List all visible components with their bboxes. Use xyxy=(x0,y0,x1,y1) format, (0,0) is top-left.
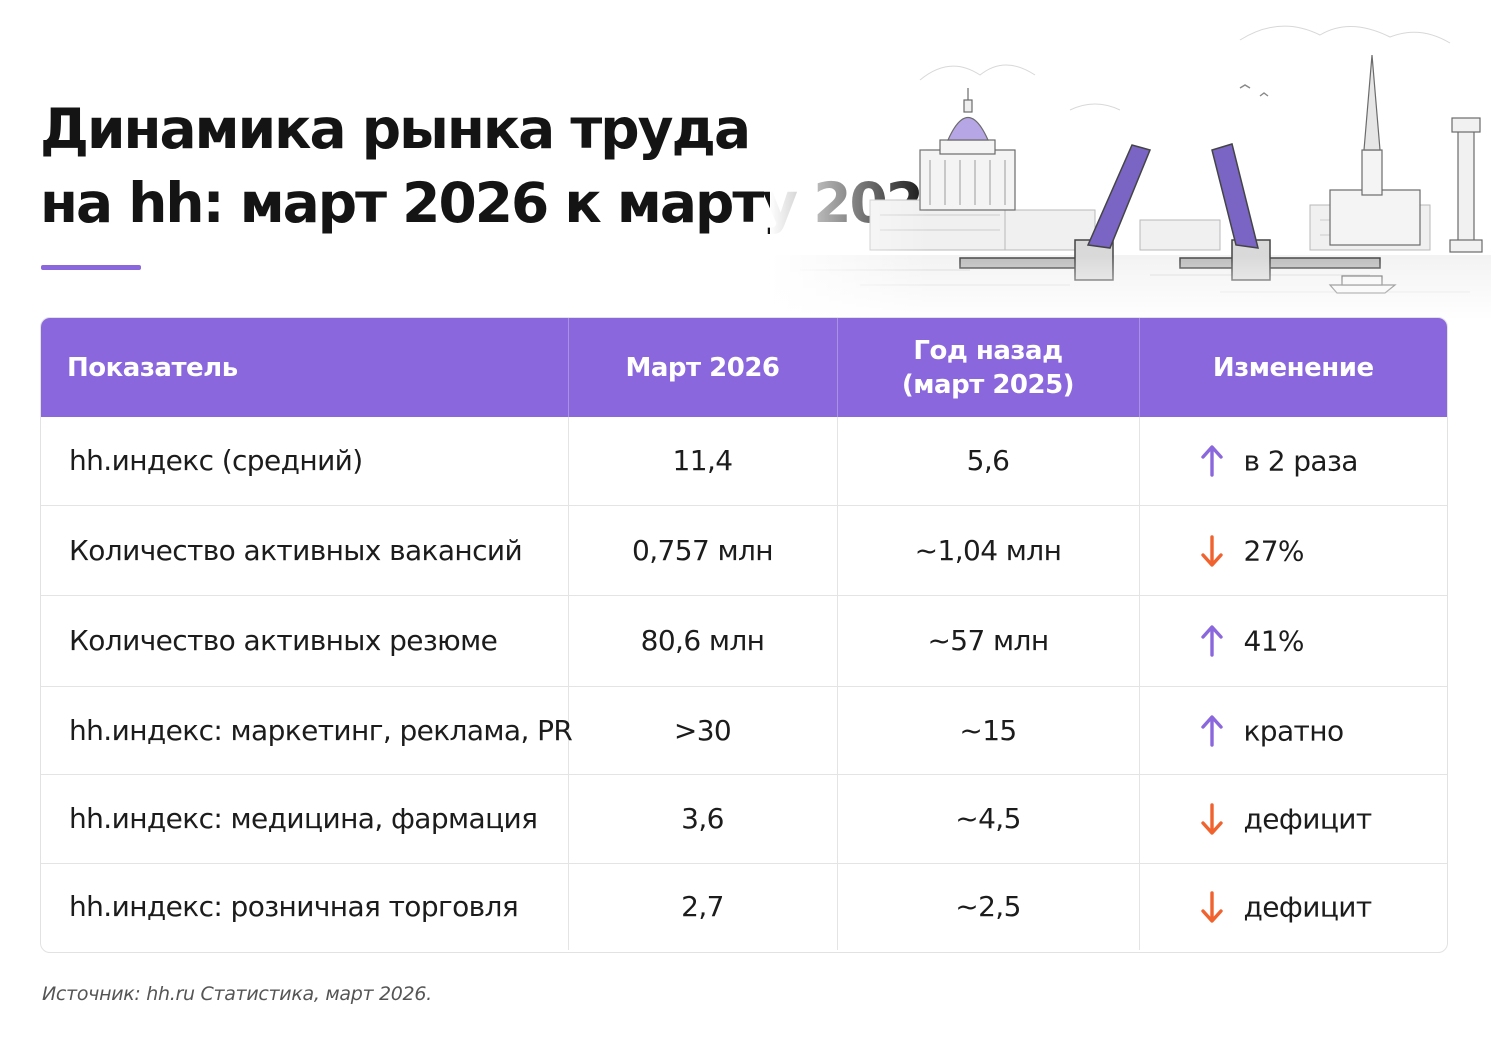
cell-change: дефицит xyxy=(1138,862,1447,950)
cell-indicator: hh.индекс: медицина, фармация xyxy=(41,773,568,863)
cell-current: >30 xyxy=(567,685,837,774)
change-label: кратно xyxy=(1243,714,1345,747)
cell-change: дефицит xyxy=(1138,773,1447,863)
arrow-down-icon xyxy=(1200,803,1223,835)
cell-previous: ~57 млн xyxy=(836,594,1139,686)
cell-previous: 5,6 xyxy=(836,417,1139,505)
change-label: дефицит xyxy=(1243,890,1373,924)
table-header: Показатель Март 2026 Год назад (март 202… xyxy=(41,318,1447,417)
cell-indicator: hh.индекс: маркетинг, реклама, PR xyxy=(41,685,573,774)
change-label: дефицит xyxy=(1243,802,1373,836)
cell-change: в 2 раза xyxy=(1138,417,1447,505)
cell-change: 41% xyxy=(1138,594,1447,686)
cell-indicator: hh.индекс (средний) xyxy=(69,444,363,478)
title-accent-bar xyxy=(41,265,141,270)
header-previous-year: Год назад (март 2025) xyxy=(836,318,1139,417)
arrow-up-icon xyxy=(1200,445,1223,477)
arrow-down-icon xyxy=(1200,534,1223,567)
labor-market-table: Показатель Март 2026 Год назад (март 202… xyxy=(40,317,1448,953)
cell-previous: ~2,5 xyxy=(836,862,1139,950)
header-previous-line-2: (март 2025) xyxy=(901,369,1075,400)
cell-indicator: Количество активных резюме xyxy=(41,594,568,686)
cell-indicator: Количество активных вакансий xyxy=(41,504,568,595)
cell-current: 11,4 xyxy=(567,417,837,505)
cell-previous: ~4,5 xyxy=(836,773,1139,863)
table-row: hh.индекс: розничная торговля 2,7 ~2,5 дефи… xyxy=(41,862,1447,950)
table-row: Количество активных резюме 80,6 млн ~57 мл… xyxy=(41,594,1447,686)
cell-current: 3,6 xyxy=(567,773,837,863)
arrow-up-icon xyxy=(1200,714,1223,747)
cell-current: 80,6 млн xyxy=(567,594,837,686)
table-row: hh.индекс: медицина, фармация 3,6 ~4,5 дефи… xyxy=(41,773,1447,863)
header-change: Изменение xyxy=(1138,318,1447,417)
change-label: в 2 раза xyxy=(1243,444,1359,478)
cell-previous: ~15 xyxy=(836,685,1139,774)
arrow-up-icon xyxy=(1200,625,1223,657)
change-label: 27% xyxy=(1243,534,1305,567)
cell-change: кратно xyxy=(1138,685,1447,774)
header-previous-line-1: Год назад xyxy=(913,335,1063,366)
arrow-down-icon xyxy=(1200,891,1223,923)
table-row: hh.индекс: маркетинг, реклама, PR >30 ~15 к… xyxy=(41,685,1447,774)
cell-indicator: hh.индекс: розничная торговля xyxy=(41,862,568,950)
change-label: 41% xyxy=(1243,624,1305,658)
title-line-1: Динамика рынка труда xyxy=(40,97,751,161)
header-indicator: Показатель xyxy=(41,318,568,417)
header-current: Март 2026 xyxy=(567,318,837,417)
table-body: hh.индекс (средний) 11,4 5,6 в 2 раза Количе… xyxy=(41,417,1447,950)
table-row: hh.индекс (средний) 11,4 5,6 в 2 раза xyxy=(41,417,1447,505)
cell-current: 2,7 xyxy=(567,862,837,950)
source-note: Источник: hh.ru Статистика, март 2026. xyxy=(42,983,432,1005)
table-row: Количество активных вакансий 0,757 млн ~1,… xyxy=(41,504,1447,595)
city-skyline-illustration xyxy=(770,0,1491,320)
cell-change: 27% xyxy=(1138,504,1447,595)
cell-current: 0,757 млн xyxy=(567,504,837,595)
cell-previous: ~1,04 млн xyxy=(836,504,1139,595)
